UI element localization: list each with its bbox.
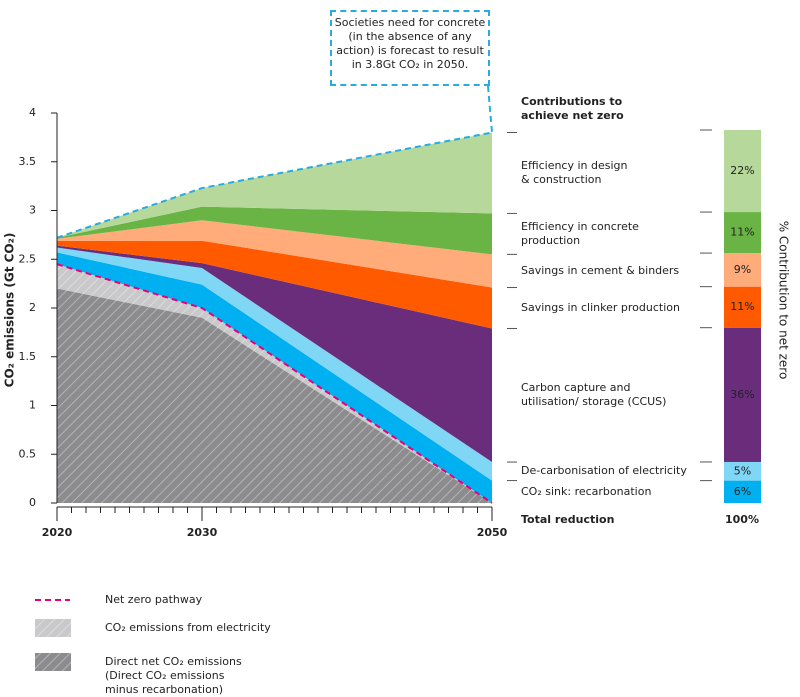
- series-label: Efficiency in design & construction: [521, 158, 628, 186]
- share-label: 11%: [730, 300, 754, 313]
- y-tick-label: 3: [29, 204, 36, 217]
- area: [57, 220, 492, 288]
- line: [56, 263, 493, 504]
- share-bar: [724, 130, 761, 213]
- annotation-connector: [487, 85, 493, 133]
- y-tick-label: 1: [29, 399, 36, 412]
- area: [57, 206, 492, 255]
- share-bar: [724, 286, 761, 328]
- area: [57, 132, 492, 238]
- x-tick-label: 2050: [477, 526, 508, 539]
- share-label: 6%: [734, 485, 751, 498]
- y-tick-label: 0: [29, 496, 36, 509]
- series-label: Carbon capture and utilisation/ storage …: [521, 381, 667, 409]
- y-tick-label: 0.5: [19, 447, 37, 460]
- share-total: 100%: [725, 513, 759, 526]
- series-label: De-carbonisation of electricity: [521, 464, 687, 478]
- y-tick-label: 2: [29, 301, 36, 314]
- area: [57, 245, 492, 463]
- y-tick-label: 3.5: [19, 155, 37, 168]
- share-label: 36%: [730, 388, 754, 401]
- labels-title: Contributions to achieve net zero: [521, 95, 624, 122]
- share-label: 5%: [734, 464, 751, 477]
- share-bar: [724, 212, 761, 254]
- area: [57, 240, 492, 329]
- share-bar: [724, 253, 761, 287]
- share-bar: [724, 461, 761, 481]
- legend-swatch: [35, 619, 71, 637]
- series-label: Efficiency in concrete production: [521, 219, 639, 247]
- y-tick-label: 4: [29, 106, 36, 119]
- x-tick-label: 2020: [42, 526, 73, 539]
- share-bar: [724, 327, 761, 462]
- share-axis-label: % Contribution to net zero: [777, 221, 791, 380]
- y-axis-label: CO₂ emissions (Gt CO₂): [3, 233, 17, 388]
- area: [57, 264, 492, 503]
- y-tick-label: 2.5: [19, 252, 37, 265]
- legend-label: Direct net CO₂ emissions (Direct CO₂ emi…: [105, 655, 242, 696]
- legend-swatch: [35, 653, 71, 671]
- annotation: Societies need for concrete (in the abse…: [330, 10, 490, 86]
- share-label: 11%: [730, 226, 754, 239]
- total-label: Total reduction: [521, 513, 615, 526]
- legend-label: Net zero pathway: [105, 593, 203, 606]
- series-label: Savings in clinker production: [521, 301, 680, 314]
- share-label: 9%: [734, 263, 751, 276]
- y-tick-label: 1.5: [19, 350, 37, 363]
- forecast-line: [56, 131, 493, 239]
- legend-label: CO₂ emissions from electricity: [105, 621, 271, 634]
- share-bar: [724, 480, 761, 503]
- series-label: Savings in cement & binders: [521, 263, 680, 277]
- share-label: 22%: [730, 164, 754, 177]
- series-label: CO₂ sink: recarbonation: [521, 484, 652, 498]
- x-tick-label: 2030: [187, 526, 218, 539]
- area: [57, 288, 492, 503]
